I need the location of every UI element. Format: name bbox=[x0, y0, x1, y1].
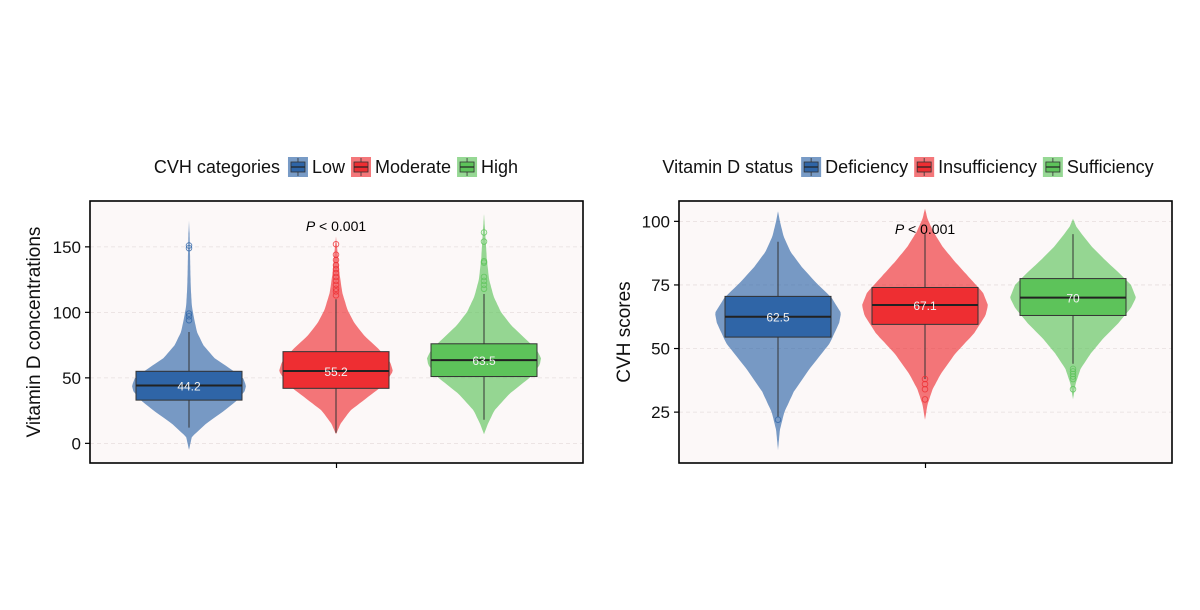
group-high: 63.5 bbox=[427, 214, 541, 435]
legend-key-sufficiency bbox=[1042, 157, 1063, 177]
legend-title: Vitamin D status bbox=[662, 157, 793, 177]
y-tick-label: 25 bbox=[651, 403, 670, 422]
legend-label: Insufficiency bbox=[938, 157, 1037, 177]
outlier-point bbox=[332, 265, 340, 273]
outlier-point bbox=[921, 385, 929, 393]
y-axis-label: CVH scores bbox=[614, 281, 635, 382]
outlier-point bbox=[480, 273, 488, 281]
p-symbol: P bbox=[895, 221, 905, 237]
outlier-point bbox=[1069, 385, 1077, 393]
legend-label: Moderate bbox=[375, 157, 451, 177]
outlier-point bbox=[480, 277, 488, 285]
outlier-point bbox=[332, 273, 340, 281]
y-axis-label: Vitamin D concentrations bbox=[24, 227, 45, 438]
outlier-point bbox=[185, 244, 193, 252]
outlier-point bbox=[480, 238, 488, 245]
p-threshold: < 0.001 bbox=[315, 218, 366, 234]
legend-key-deficiency bbox=[801, 157, 822, 177]
median-label: 62.5 bbox=[766, 311, 790, 325]
outlier-point bbox=[480, 229, 488, 236]
p-symbol: P bbox=[306, 218, 316, 234]
outlier-point bbox=[185, 316, 193, 324]
outlier-point bbox=[1069, 370, 1077, 378]
legend: CVH categories Low Moderate High bbox=[154, 157, 518, 177]
outlier-point bbox=[921, 396, 929, 403]
legend-label: Sufficiency bbox=[1067, 157, 1154, 177]
median-label: 70 bbox=[1066, 292, 1080, 306]
outlier-point bbox=[1069, 365, 1077, 373]
legend-label: Low bbox=[312, 157, 346, 177]
outlier-point bbox=[332, 277, 340, 285]
outlier-point bbox=[332, 292, 340, 299]
chart-panel-2: 62.5 67.1 70 P < 0.001 25 50 75 100 CVH scores Vi… bbox=[614, 157, 1173, 468]
outlier-point bbox=[332, 281, 340, 289]
outlier-point bbox=[1069, 375, 1077, 383]
outlier-point bbox=[1069, 373, 1077, 380]
outlier-point bbox=[185, 313, 193, 320]
legend: Vitamin D status Deficiency Insufficiency S… bbox=[662, 157, 1154, 177]
p-threshold: < 0.001 bbox=[904, 221, 955, 237]
outlier-point bbox=[332, 288, 340, 295]
outlier-point bbox=[480, 281, 488, 289]
legend-key-high bbox=[457, 157, 478, 177]
legend-key-insufficiency bbox=[914, 157, 935, 177]
legend-key-moderate bbox=[351, 157, 372, 177]
median-label: 44.2 bbox=[177, 379, 201, 393]
outlier-point bbox=[332, 240, 340, 248]
y-tick-label: 50 bbox=[651, 340, 670, 359]
y-tick-label: 75 bbox=[651, 276, 670, 295]
box bbox=[282, 351, 390, 389]
y-tick-label: 0 bbox=[72, 434, 81, 453]
group-insufficiency: 67.1 bbox=[862, 208, 988, 420]
outlier-point bbox=[332, 285, 340, 293]
outlier-point bbox=[921, 380, 929, 388]
group-moderate: 55.2 bbox=[279, 236, 393, 435]
y-tick-label: 100 bbox=[642, 212, 670, 231]
outlier-point bbox=[921, 375, 929, 383]
legend-label: High bbox=[481, 157, 518, 177]
group-sufficiency: 70 bbox=[1010, 218, 1136, 400]
outlier-point bbox=[332, 251, 340, 258]
median-label: 55.2 bbox=[324, 365, 348, 379]
p-value-annotation: P < 0.001 bbox=[895, 221, 956, 237]
outlier-point bbox=[774, 416, 782, 424]
legend-label: Deficiency bbox=[825, 157, 908, 177]
legend-title: CVH categories bbox=[154, 157, 280, 177]
group-deficiency: 62.5 bbox=[715, 211, 841, 451]
outlier-point bbox=[480, 258, 488, 265]
median-label: 67.1 bbox=[913, 299, 937, 313]
outlier-point bbox=[185, 310, 193, 317]
outlier-point bbox=[1069, 368, 1077, 375]
p-value-annotation: P < 0.001 bbox=[306, 218, 367, 234]
outlier-point bbox=[185, 242, 193, 249]
outlier-point bbox=[332, 269, 340, 277]
y-tick-label: 150 bbox=[53, 238, 81, 257]
outlier-point bbox=[480, 285, 488, 293]
y-tick-label: 100 bbox=[53, 303, 81, 322]
y-tick-label: 50 bbox=[62, 369, 81, 388]
group-low: 44.2 bbox=[132, 220, 246, 450]
legend-key-low bbox=[287, 157, 308, 177]
chart-panel-1: 44.2 55.2 63.5 P < 0.001 0 50 100 150 Vitamin D … bbox=[24, 157, 584, 468]
median-label: 63.5 bbox=[472, 354, 496, 368]
